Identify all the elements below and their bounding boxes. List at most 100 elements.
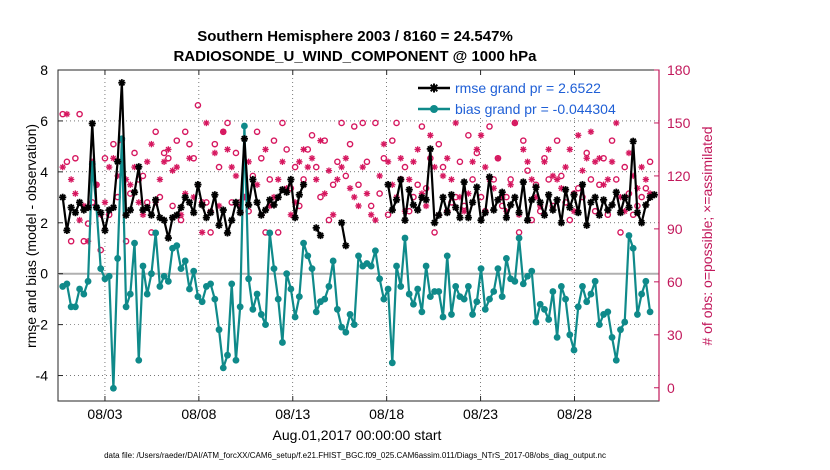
rmse-point [468, 198, 477, 206]
rmse-point [283, 188, 291, 196]
obs-assimilated-point [228, 163, 235, 171]
obs-assimilated-point [511, 119, 519, 127]
obs-assimilated-point [296, 158, 303, 165]
rmse-point [75, 198, 84, 206]
obs-assimilated-point [427, 132, 434, 139]
x-tick-label: 08/18 [369, 406, 404, 422]
rmse-point [498, 188, 506, 196]
obs-assimilated-point [566, 146, 573, 153]
rmse-point [88, 119, 96, 128]
bias-point [642, 277, 650, 285]
y2-tick-label: 30 [667, 327, 683, 343]
obs-possible-point [181, 128, 189, 136]
rmse-point [540, 211, 549, 219]
rmse-point [511, 193, 519, 201]
rmse-point [177, 203, 185, 212]
bias-point [486, 295, 493, 303]
obs-assimilated-point [410, 158, 417, 165]
rmse-point [299, 180, 308, 189]
obs-possible-point [389, 137, 396, 144]
bias-point [321, 295, 329, 303]
obs-possible-point [88, 199, 96, 206]
obs-possible-point [456, 158, 464, 166]
bias-point [245, 275, 253, 283]
obs-possible-point [418, 123, 426, 130]
bias-point [350, 321, 358, 329]
obs-assimilated-point [507, 181, 514, 188]
obs-assimilated-point [275, 176, 282, 183]
rmse-point [185, 198, 194, 206]
obs-assimilated-point [224, 146, 231, 153]
obs-possible-point [207, 229, 214, 236]
rmse-point [574, 208, 582, 217]
y2-tick-label: 0 [667, 380, 675, 396]
obs-possible-point [435, 140, 443, 148]
y-axis-label: rmse and bias (model - observation) [23, 124, 39, 348]
rmse-point [198, 201, 206, 209]
obs-assimilated-point [613, 119, 620, 127]
obs-possible-point [76, 110, 83, 118]
obs-possible-point [346, 140, 354, 148]
bias-point [401, 234, 409, 242]
obs-possible-point [338, 119, 345, 127]
bias-point [460, 295, 468, 303]
bias-point [257, 311, 265, 318]
rmse-point [430, 219, 439, 227]
obs-possible-point [553, 137, 561, 144]
rmse-point [426, 145, 434, 153]
obs-assimilated-point [101, 199, 109, 206]
obs-possible-point [393, 119, 400, 127]
obs-assimilated-point [541, 158, 548, 165]
obs-assimilated-point [482, 163, 489, 171]
bias-point [452, 283, 460, 290]
rmse-series [59, 79, 658, 250]
obs-possible-point [414, 181, 421, 189]
bias-point [405, 290, 413, 298]
rmse-point [228, 216, 236, 224]
rmse-point [494, 196, 502, 204]
bias-point [181, 257, 189, 265]
obs-possible-point [317, 193, 324, 201]
obs-possible-point [608, 137, 616, 144]
rmse-point [422, 196, 430, 204]
obs-possible-point [558, 172, 565, 180]
bias-point [97, 265, 105, 272]
bias-point [295, 293, 303, 301]
bias-point [536, 300, 544, 308]
rmse-point [599, 196, 608, 204]
rmse-point [266, 196, 274, 204]
obs-assimilated-point [148, 140, 155, 148]
bias-point [262, 321, 269, 329]
bias-point [545, 316, 553, 323]
rmse-point [295, 191, 303, 199]
rmse-point [532, 183, 540, 191]
rmse-point [625, 203, 633, 212]
bias-point [219, 364, 227, 372]
obs-assimilated-point [528, 176, 535, 183]
bias-point [312, 308, 320, 316]
bias-point [143, 290, 151, 298]
rmse-point [481, 208, 489, 217]
bias-point [553, 333, 561, 341]
obs-assimilated-point [448, 176, 455, 183]
y2-tick-label: 90 [667, 221, 683, 237]
rmse-point [528, 196, 536, 204]
obs-assimilated-point [604, 176, 612, 183]
obs-assimilated-point [198, 229, 206, 236]
obs-assimilated-point [186, 155, 193, 162]
bias-point [490, 288, 498, 295]
y-tick-label: 8 [40, 62, 48, 78]
bias-point [110, 384, 117, 392]
obs-possible-point [469, 176, 476, 183]
rmse-point [650, 191, 658, 199]
obs-assimilated-point [262, 146, 269, 153]
bias-point [105, 272, 113, 280]
obs-possible-point [646, 158, 654, 166]
bias-point [574, 303, 582, 311]
rmse-point [143, 203, 151, 212]
bias-point [498, 293, 506, 301]
rmse-point [236, 208, 244, 217]
rmse-point [612, 188, 620, 196]
obs-possible-point [545, 176, 552, 183]
